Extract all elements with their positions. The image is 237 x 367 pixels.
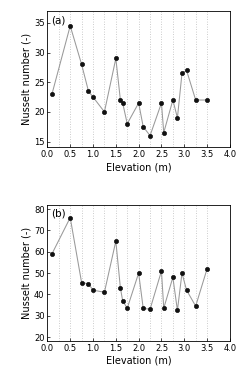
Text: (a): (a) [51, 15, 65, 25]
Text: (b): (b) [51, 209, 66, 219]
Y-axis label: Nusselt number (-): Nusselt number (-) [21, 227, 31, 319]
Y-axis label: Nusselt number (-): Nusselt number (-) [21, 33, 31, 125]
X-axis label: Elevation (m): Elevation (m) [106, 162, 171, 172]
X-axis label: Elevation (m): Elevation (m) [106, 356, 171, 366]
